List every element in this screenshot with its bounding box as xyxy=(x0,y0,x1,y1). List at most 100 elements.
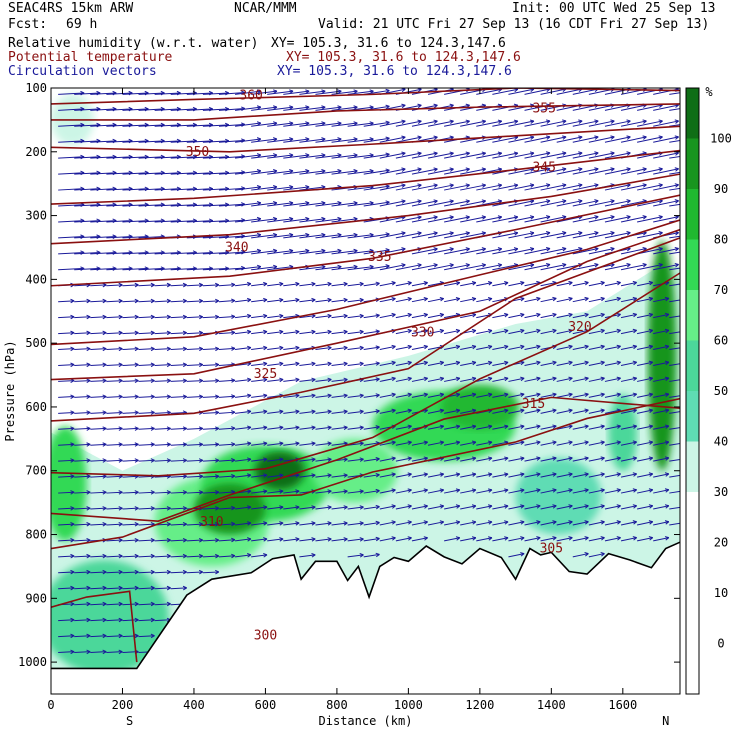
vector-arrow xyxy=(492,216,518,223)
vector-arrow xyxy=(411,184,438,191)
vector-arrow xyxy=(653,377,669,382)
vector-arrow xyxy=(90,251,117,255)
vector-arrow xyxy=(572,521,589,526)
vector-arrow xyxy=(154,396,171,398)
vector-arrowhead xyxy=(263,521,268,526)
vector-arrowhead xyxy=(246,425,252,430)
vector-arrow xyxy=(620,473,637,478)
vector-arrowhead xyxy=(263,489,268,494)
vector-arrowhead xyxy=(417,151,422,156)
vector-arrowhead xyxy=(215,410,220,415)
vector-arrow xyxy=(267,90,294,95)
vector-arrow xyxy=(653,136,679,143)
vector-arrow xyxy=(492,473,509,478)
vector-arrowhead xyxy=(481,183,487,188)
vector-arrow xyxy=(90,619,107,622)
vector-arrow xyxy=(347,554,364,558)
vector-arrowhead xyxy=(600,488,605,493)
vector-arrow xyxy=(572,553,589,558)
vector-arrowhead xyxy=(118,522,123,527)
vector-arrowhead xyxy=(343,313,348,319)
vector-arrow xyxy=(460,425,476,430)
vector-arrow xyxy=(492,393,509,398)
vector-arrow xyxy=(58,140,85,143)
vector-arrow xyxy=(524,313,541,319)
vector-arrowhead xyxy=(594,151,599,156)
vector-arrowhead xyxy=(118,442,123,447)
vector-arrow xyxy=(653,505,669,510)
vector-arrowhead xyxy=(359,313,364,319)
vector-arrowhead xyxy=(215,362,220,368)
vector-arrowhead xyxy=(102,314,107,320)
vector-arrowhead xyxy=(584,424,589,429)
vector-arrow xyxy=(331,426,348,430)
vector-arrowhead xyxy=(359,409,364,414)
vector-arrow xyxy=(122,443,139,446)
vector-arrowhead xyxy=(562,183,567,188)
vector-arrowhead xyxy=(465,215,470,220)
plot-frame xyxy=(50,87,681,695)
vector-arrow xyxy=(251,554,268,558)
vector-arrowhead xyxy=(681,521,685,525)
vector-arrowhead xyxy=(439,312,445,318)
vector-arrowhead xyxy=(150,490,155,495)
vector-arrowhead xyxy=(504,456,509,461)
vector-arrow xyxy=(58,443,75,446)
vector-arrowhead xyxy=(433,151,438,156)
vector-arrow xyxy=(299,154,326,159)
vector-arrow xyxy=(669,474,680,478)
vector-arrow xyxy=(411,298,428,303)
vector-arrowhead xyxy=(568,296,573,302)
vector-arrow xyxy=(138,443,155,446)
vector-arrowhead xyxy=(439,408,445,414)
vector-arrowhead xyxy=(343,409,348,414)
vector-arrowhead xyxy=(231,394,236,399)
vector-arrow xyxy=(170,108,197,111)
vector-arrow xyxy=(74,220,101,223)
vector-arrow xyxy=(492,136,518,143)
vector-arrowhead xyxy=(86,410,91,415)
vector-arrow xyxy=(508,313,525,319)
vector-arrow xyxy=(444,345,460,351)
vector-arrow xyxy=(427,232,454,239)
vector-arrow xyxy=(202,571,219,574)
vector-arrow xyxy=(283,363,300,366)
vector-arrow xyxy=(138,507,155,510)
vector-arrow xyxy=(106,267,133,271)
vector-arrow xyxy=(669,315,680,319)
vector-arrow xyxy=(106,140,133,143)
vector-arrowhead xyxy=(263,345,268,351)
vector-arrow xyxy=(202,220,229,223)
vector-arrow xyxy=(170,555,187,558)
vector-arrowhead xyxy=(102,522,107,527)
vector-arrow xyxy=(106,587,123,590)
vector-arrow xyxy=(299,299,316,303)
vector-arrowhead xyxy=(449,151,454,156)
vector-arrowhead xyxy=(481,119,487,125)
vector-arrow xyxy=(556,441,573,446)
vector-arrow xyxy=(669,522,680,526)
vector-arrow xyxy=(170,427,187,430)
vector-arrowhead xyxy=(385,136,390,142)
vector-arrowhead xyxy=(118,394,123,399)
vector-arrowhead xyxy=(311,377,316,383)
vector-arrowhead xyxy=(610,167,615,172)
vector-arrowhead xyxy=(134,522,139,527)
vector-arrow xyxy=(138,284,155,287)
vector-arrow xyxy=(540,216,567,223)
colorbar-tick-label: 100 xyxy=(710,132,732,146)
vector-arrowhead xyxy=(150,506,155,511)
vector-arrowhead xyxy=(568,392,573,397)
vector-arrow xyxy=(267,299,284,303)
vector-arrowhead xyxy=(664,504,670,509)
vector-arrow xyxy=(411,248,438,255)
vector-arrowhead xyxy=(102,458,107,463)
vector-arrowhead xyxy=(423,281,428,286)
vector-arrow xyxy=(669,379,680,382)
vector-arrowhead xyxy=(449,199,454,204)
vector-arrowhead xyxy=(552,328,557,334)
vector-arrowhead xyxy=(568,344,573,350)
field-theta-xy: XY= 105.3, 31.6 to 124.3,147.6 xyxy=(286,50,521,65)
vector-arrow xyxy=(90,635,107,638)
vector-arrowhead xyxy=(562,215,567,220)
